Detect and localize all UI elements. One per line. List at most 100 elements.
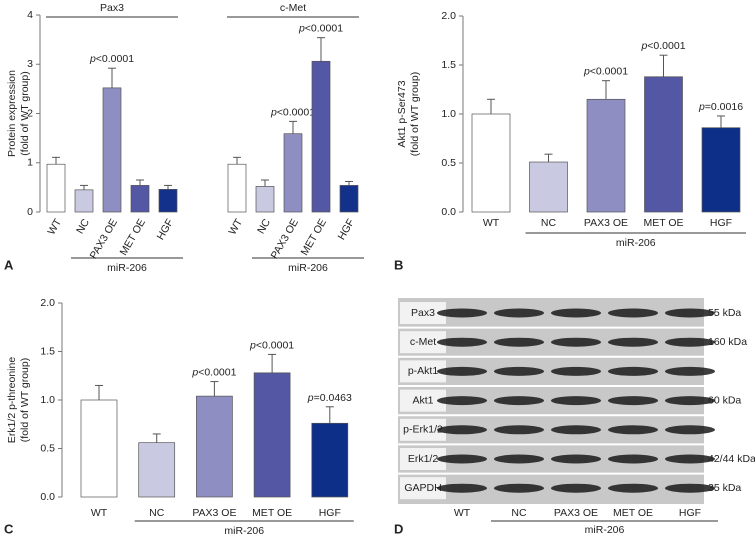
bar xyxy=(586,98,626,213)
kda-label: 42/44 kDa xyxy=(708,453,755,465)
y-axis-label: Protein expression xyxy=(6,70,18,157)
y-axis-label: (fold of WT group) xyxy=(19,358,31,442)
y-tick-label: 2 xyxy=(27,107,33,119)
band xyxy=(665,396,715,406)
bar xyxy=(311,422,349,498)
bar xyxy=(471,113,511,213)
bracket-label: miR-206 xyxy=(224,525,264,537)
x-tick-label: WT xyxy=(483,217,500,229)
bar xyxy=(130,185,150,213)
annotation: p<0.0001 xyxy=(583,65,628,77)
y-tick-label: 0 xyxy=(27,206,33,218)
band xyxy=(494,337,544,347)
y-tick-label: 1.5 xyxy=(441,59,456,71)
x-tick-label: PAX3 OE xyxy=(269,217,301,261)
y-tick-label: 0.0 xyxy=(441,206,456,218)
band xyxy=(494,483,544,493)
x-tick-label: MET OE xyxy=(299,217,329,258)
x-tick-label: WT xyxy=(91,507,108,519)
y-tick-label: 1.5 xyxy=(40,345,55,357)
lane-label: PAX3 OE xyxy=(554,507,598,519)
y-axis-label: Akt1 p-Ser473 xyxy=(396,80,408,147)
x-tick-label: NC xyxy=(149,507,165,519)
bracket-label: miR-206 xyxy=(107,262,147,274)
bracket-label: miR-206 xyxy=(616,237,656,249)
bar xyxy=(701,127,741,213)
x-tick-label: PAX3 OE xyxy=(88,217,120,261)
band xyxy=(494,425,544,435)
y-tick-label: 1 xyxy=(27,157,33,169)
band xyxy=(665,425,715,435)
band xyxy=(608,308,658,318)
band xyxy=(551,483,601,493)
y-axis-label: Erk1/2 p-threonine xyxy=(6,357,18,444)
x-tick-label: HGF xyxy=(710,217,732,229)
x-tick-label: NC xyxy=(74,217,92,236)
band xyxy=(437,308,487,318)
row-label: c-Met xyxy=(410,336,436,348)
bar xyxy=(255,186,275,213)
bar xyxy=(138,442,176,498)
annotation: p=0.0016 xyxy=(698,101,743,113)
band xyxy=(551,308,601,318)
band xyxy=(608,366,658,376)
row-label: Akt1 xyxy=(412,394,433,406)
x-tick-label: PAX3 OE xyxy=(192,507,236,519)
bar xyxy=(80,399,118,498)
band xyxy=(551,454,601,464)
bar xyxy=(227,163,247,213)
lane-label: NC xyxy=(511,507,527,519)
bar xyxy=(529,161,568,213)
label-box xyxy=(400,302,446,324)
bar xyxy=(253,372,291,498)
annotation: p<0.0001 xyxy=(89,53,134,65)
band xyxy=(551,396,601,406)
group-label: Pax3 xyxy=(100,2,124,14)
band xyxy=(494,396,544,406)
annotation: p<0.0001 xyxy=(249,339,294,351)
label-box xyxy=(400,331,446,354)
x-tick-label: PAX3 OE xyxy=(584,217,628,229)
y-tick-label: 1.0 xyxy=(441,108,456,120)
band xyxy=(494,308,544,318)
x-tick-label: MET OE xyxy=(118,217,148,258)
x-tick-label: WT xyxy=(226,216,245,237)
band xyxy=(437,337,487,347)
annotation: p<0.0001 xyxy=(191,366,236,378)
bar xyxy=(644,76,683,213)
bar xyxy=(102,87,122,213)
label-box xyxy=(400,389,446,412)
band xyxy=(437,483,487,493)
x-tick-label: NC xyxy=(541,217,557,229)
y-axis-label: (fold of WT group) xyxy=(19,71,31,155)
x-tick-label: HGF xyxy=(319,507,341,519)
x-tick-label: HGF xyxy=(155,217,176,242)
row-label: Erk1/2 xyxy=(408,453,439,465)
x-tick-label: MET OE xyxy=(643,217,683,229)
band xyxy=(608,396,658,406)
annotation: p=0.0463 xyxy=(307,392,352,404)
bracket-label: miR-206 xyxy=(288,262,328,274)
y-tick-label: 0.0 xyxy=(40,491,55,503)
band xyxy=(551,366,601,376)
band xyxy=(494,454,544,464)
band xyxy=(665,454,715,464)
label-box xyxy=(400,360,446,383)
y-tick-label: 2.0 xyxy=(441,10,456,22)
row-label: p-Akt1 xyxy=(408,365,439,377)
annotation: p<0.0001 xyxy=(298,22,343,34)
row-label: Pax3 xyxy=(411,307,435,319)
y-tick-label: 0.5 xyxy=(441,157,456,169)
label-box xyxy=(400,418,446,441)
bar xyxy=(283,133,303,213)
bar xyxy=(74,189,94,213)
kda-label: 35 kDa xyxy=(708,482,741,494)
y-axis-label: (fold of WT group) xyxy=(409,72,421,156)
kda-label: 160 kDa xyxy=(708,336,747,348)
panel-letter: A xyxy=(4,257,14,272)
band xyxy=(494,366,544,376)
kda-label: 55 kDa xyxy=(708,307,741,319)
annotation: p<0.0001 xyxy=(640,40,685,52)
